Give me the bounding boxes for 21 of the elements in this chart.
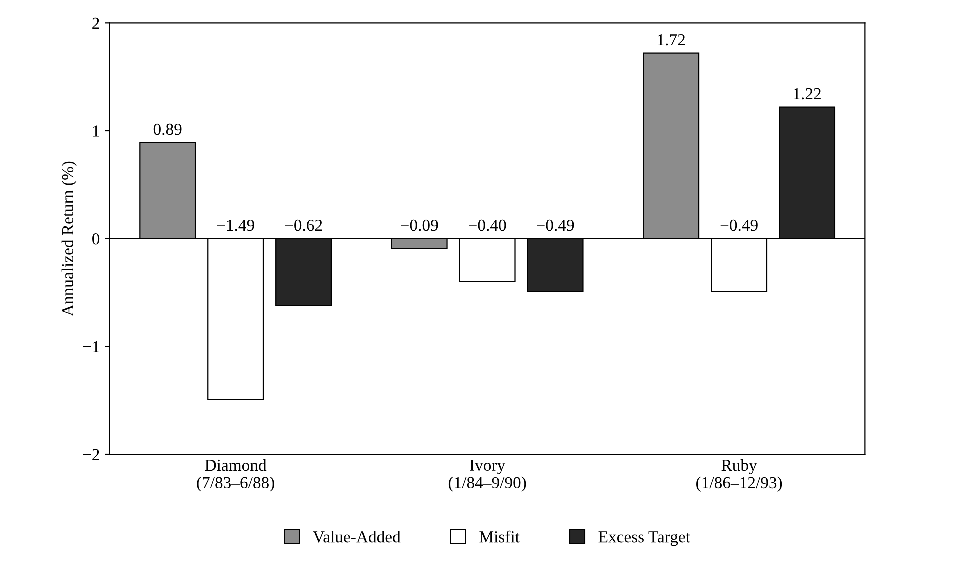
data-label: −1.49 xyxy=(217,220,254,232)
data-label: −0.49 xyxy=(537,220,574,232)
data-label: 0.89 xyxy=(154,124,182,136)
data-label: −0.49 xyxy=(720,220,758,232)
data-label: −0.40 xyxy=(469,220,506,232)
y-tick-label: −1 xyxy=(83,341,100,352)
y-tick-label: 0 xyxy=(92,234,100,245)
y-tick-label: −2 xyxy=(83,449,100,460)
legend-label: Excess Target xyxy=(598,532,690,546)
y-tick-label: 1 xyxy=(93,126,100,137)
x-tick-label: Ivory (1/84–9/90) xyxy=(448,460,526,492)
legend-label: Value-Added xyxy=(313,531,401,543)
data-label: −0.62 xyxy=(285,220,322,232)
data-label: −0.09 xyxy=(401,220,438,232)
y-axis-title: Annualized Return (%) xyxy=(62,162,77,316)
x-tick-label: Diamond (7/83–6/88) xyxy=(197,459,274,492)
data-label: 1.72 xyxy=(658,34,685,46)
y-tick-label: 2 xyxy=(92,18,100,29)
data-label: 1.22 xyxy=(794,88,821,100)
legend-label: Misfit xyxy=(480,530,520,543)
x-tick-label: Ruby (1/86–12/93) xyxy=(696,459,782,492)
